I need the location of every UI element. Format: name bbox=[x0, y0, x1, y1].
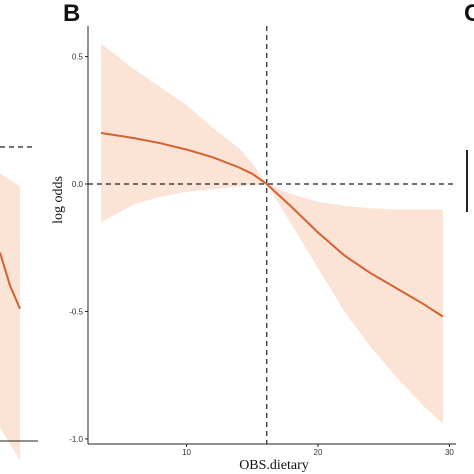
panel-a bbox=[0, 146, 38, 461]
x-tick-label: 30 bbox=[445, 448, 454, 457]
fitted-curve bbox=[100, 132, 444, 318]
axes bbox=[87, 26, 456, 445]
panel-b: B -1.0 -0.5 0.0 0.5 10 20 30 OBS.dietary log … bbox=[51, 0, 456, 473]
y-axis-ticks: -1.0 -0.5 0.0 0.5 bbox=[69, 53, 88, 444]
confidence-band bbox=[101, 43, 443, 424]
x-tick-label: 10 bbox=[182, 448, 191, 457]
panel-label-b: B bbox=[63, 0, 80, 27]
x-tick-label: 20 bbox=[314, 448, 323, 457]
y-tick-label: -0.5 bbox=[69, 307, 83, 316]
x-axis-title: OBS.dietary bbox=[239, 458, 309, 473]
y-tick-label: -1.0 bbox=[69, 435, 83, 444]
x-axis-ticks: 10 20 30 bbox=[182, 444, 454, 457]
panel-c: C bbox=[464, 0, 474, 212]
panel-a-confidence-band bbox=[0, 173, 20, 461]
series-line bbox=[100, 132, 444, 318]
y-tick-label: 0.0 bbox=[72, 180, 84, 189]
panel-a-fitted-curve bbox=[0, 252, 21, 310]
y-tick-label: 0.5 bbox=[72, 53, 84, 62]
panel-label-c: C bbox=[464, 0, 474, 27]
confidence-band-area bbox=[101, 43, 443, 424]
panel-c-y-axis-title-fragment bbox=[466, 150, 468, 212]
y-axis-title: log odds bbox=[51, 176, 66, 224]
